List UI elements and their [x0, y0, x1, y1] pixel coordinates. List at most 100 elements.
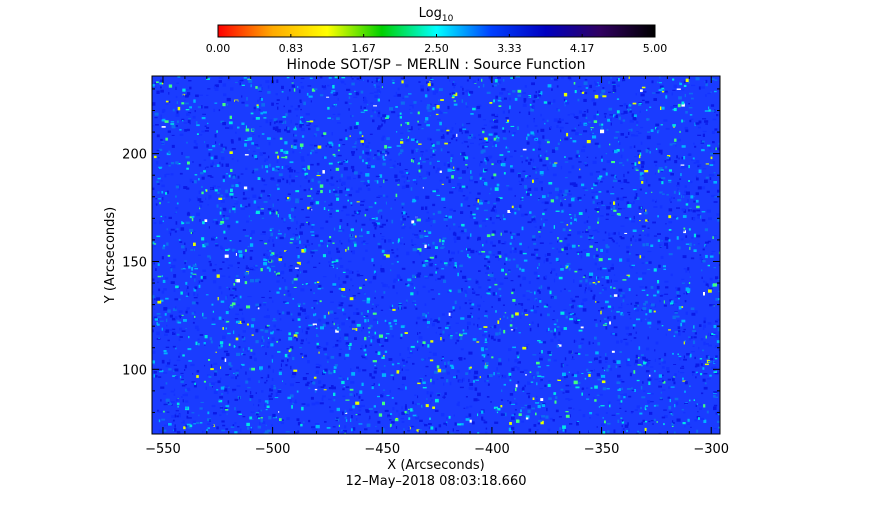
heatmap-cell	[201, 105, 203, 109]
heatmap-cell	[451, 175, 454, 179]
heatmap-cell	[331, 84, 334, 86]
heatmap-cell	[584, 164, 589, 167]
heatmap-cell	[287, 290, 290, 292]
heatmap-cell	[573, 380, 578, 385]
heatmap-cell	[493, 205, 496, 208]
heatmap-cell	[478, 286, 482, 289]
heatmap-cell	[582, 231, 584, 233]
heatmap-cell	[295, 198, 299, 201]
heatmap-cell	[641, 219, 643, 221]
heatmap-cell	[536, 395, 538, 398]
heatmap-cell	[498, 105, 502, 107]
heatmap-cell	[453, 414, 455, 417]
heatmap-cell	[676, 236, 679, 240]
heatmap-cell	[263, 432, 267, 434]
heatmap-cell	[253, 106, 256, 110]
heatmap-cell	[608, 232, 611, 237]
heatmap-cell	[673, 335, 676, 337]
heatmap-cell	[539, 181, 543, 184]
heatmap-cell	[267, 259, 271, 262]
heatmap-cell	[258, 399, 262, 403]
heatmap-cell	[606, 368, 609, 372]
heatmap-cell	[404, 332, 408, 334]
heatmap-cell	[287, 127, 290, 131]
heatmap-cell	[426, 81, 429, 84]
heatmap-cell	[419, 234, 424, 239]
heatmap-cell	[689, 92, 693, 95]
heatmap-cell	[448, 289, 452, 293]
heatmap-cell	[199, 206, 201, 210]
heatmap-cell	[635, 331, 637, 334]
heatmap-cell	[688, 165, 690, 169]
heatmap-cell	[283, 263, 286, 267]
heatmap-cell	[298, 326, 301, 328]
heatmap-cell	[412, 274, 416, 279]
heatmap-cell	[459, 306, 461, 310]
heatmap-cell	[486, 91, 491, 94]
heatmap-cell	[638, 154, 641, 159]
heatmap-cell	[565, 414, 570, 418]
heatmap-cell	[683, 84, 687, 87]
heatmap-cell	[639, 286, 644, 288]
heatmap-cell	[615, 365, 618, 369]
heatmap-cell	[537, 289, 540, 292]
heatmap-cell	[685, 110, 688, 114]
heatmap-cell	[499, 92, 504, 95]
heatmap-cell	[306, 315, 310, 319]
heatmap-cell	[271, 265, 276, 267]
heatmap-cell	[250, 233, 253, 237]
heatmap-cell	[639, 172, 644, 176]
heatmap-cell	[406, 283, 410, 287]
heatmap-cell	[167, 339, 170, 342]
heatmap-cell	[296, 418, 300, 421]
heatmap-cell	[477, 282, 480, 285]
heatmap-cell	[499, 328, 501, 331]
heatmap-cell	[191, 267, 194, 271]
heatmap-cell	[636, 405, 640, 409]
heatmap-cell	[681, 278, 685, 280]
heatmap-cell	[489, 102, 493, 104]
heatmap-cell	[620, 225, 625, 227]
heatmap-cell	[279, 368, 282, 371]
heatmap-cell	[473, 323, 475, 326]
heatmap-cell	[633, 370, 636, 374]
heatmap-cell	[229, 240, 232, 242]
heatmap-cell	[561, 194, 565, 197]
heatmap-cell	[322, 372, 325, 375]
heatmap-cell	[344, 409, 347, 414]
heatmap-cell	[266, 379, 268, 382]
heatmap-cell	[620, 121, 623, 124]
heatmap-cell	[700, 373, 703, 376]
heatmap-cell	[594, 319, 597, 321]
heatmap-cell	[231, 289, 235, 291]
heatmap-cell	[264, 253, 268, 256]
heatmap-cell	[300, 82, 303, 84]
heatmap-cell	[352, 295, 356, 297]
heatmap-cell	[352, 427, 356, 431]
heatmap-cell	[668, 169, 672, 172]
heatmap-cell	[493, 84, 498, 87]
heatmap-cell	[224, 254, 229, 258]
heatmap-cell	[474, 221, 479, 225]
heatmap-cell	[594, 83, 599, 86]
heatmap-cell	[293, 334, 298, 338]
heatmap-cell	[379, 344, 382, 346]
heatmap-cell	[296, 114, 298, 117]
heatmap-cell	[300, 198, 303, 200]
heatmap-cell	[268, 395, 272, 398]
heatmap-cell	[477, 238, 479, 241]
heatmap-cell	[638, 161, 641, 164]
heatmap-cell	[459, 128, 463, 132]
heatmap-cell	[641, 161, 645, 165]
heatmap-cell	[399, 278, 403, 281]
heatmap-cell	[165, 364, 170, 368]
heatmap-cell	[355, 328, 358, 331]
heatmap-cell	[432, 406, 435, 409]
heatmap-cell	[308, 387, 311, 389]
heatmap-cell	[208, 376, 212, 378]
heatmap-cell	[286, 126, 288, 129]
heatmap-cell	[194, 278, 196, 282]
heatmap-cell	[276, 99, 280, 101]
heatmap-cell	[532, 235, 536, 238]
heatmap-cell	[331, 90, 336, 92]
